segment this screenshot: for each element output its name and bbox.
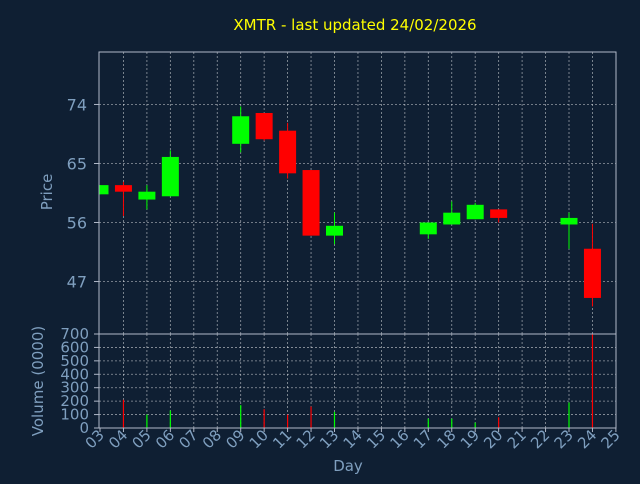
volume-tick-label: 600 [60, 338, 89, 356]
candle-body [255, 112, 273, 140]
day-tick-label: 07 [175, 426, 201, 452]
price-tick-label: 74 [67, 95, 87, 114]
price-tick-label: 47 [67, 273, 87, 292]
candle-body [99, 185, 109, 195]
day-tick-label: 15 [363, 426, 389, 452]
candle-body [232, 116, 250, 144]
day-tick-label: 16 [386, 426, 412, 452]
candle-body [560, 217, 578, 225]
volume-tick-label: 300 [60, 379, 89, 397]
candle-body [279, 130, 297, 174]
day-tick-label: 12 [293, 426, 319, 452]
price-axis-label: Price [38, 174, 56, 211]
price-tick-label: 65 [67, 154, 87, 173]
day-tick-label: 05 [128, 426, 154, 452]
candle-body [443, 212, 461, 225]
day-tick-label: 19 [457, 426, 483, 452]
volume-tick-label: 500 [60, 352, 89, 370]
chart-title: XMTR - last updated 24/02/2026 [233, 16, 476, 34]
candle-body [138, 191, 156, 200]
price-tick-label: 56 [67, 214, 87, 233]
volume-tick-label: 0 [79, 419, 89, 437]
candle-body [326, 225, 343, 236]
day-tick-label: 17 [410, 426, 436, 452]
day-tick-label: 24 [574, 426, 600, 452]
day-tick-label: 21 [504, 426, 530, 452]
day-tick-label: 25 [597, 426, 623, 452]
candle-body [302, 170, 320, 236]
day-tick-label: 10 [246, 426, 272, 452]
day-tick-label: 14 [340, 426, 366, 452]
day-tick-label: 04 [105, 426, 131, 452]
candle-body [161, 156, 179, 197]
day-tick-label: 09 [222, 426, 248, 452]
candle-body [490, 209, 508, 218]
candle-body [419, 222, 437, 235]
day-tick-label: 13 [316, 426, 342, 452]
day-tick-label: 20 [480, 426, 506, 452]
day-tick-label: 23 [551, 426, 577, 452]
day-tick-label: 06 [152, 426, 178, 452]
day-tick-label: 22 [527, 426, 553, 452]
day-tick-label: 11 [269, 426, 295, 452]
candles [99, 106, 601, 307]
x-axis: 0304050607080910111213141516171819202122… [82, 426, 624, 452]
volume-tick-label: 200 [60, 392, 89, 410]
day-tick-label: 18 [433, 426, 459, 452]
candle-body [466, 204, 484, 220]
volume-axis-label: Volume (0000) [29, 326, 47, 436]
volume-tick-label: 100 [60, 406, 89, 424]
volume-frame [98, 333, 617, 429]
day-tick-label: 08 [199, 426, 225, 452]
volume-tick-label: 400 [60, 365, 89, 383]
day-axis-label: Day [333, 457, 363, 475]
candle-body [114, 185, 132, 192]
volume-tick-label: 700 [60, 325, 89, 343]
candle-body [583, 248, 601, 298]
price-panel: 47 56 65 74 [67, 51, 617, 335]
